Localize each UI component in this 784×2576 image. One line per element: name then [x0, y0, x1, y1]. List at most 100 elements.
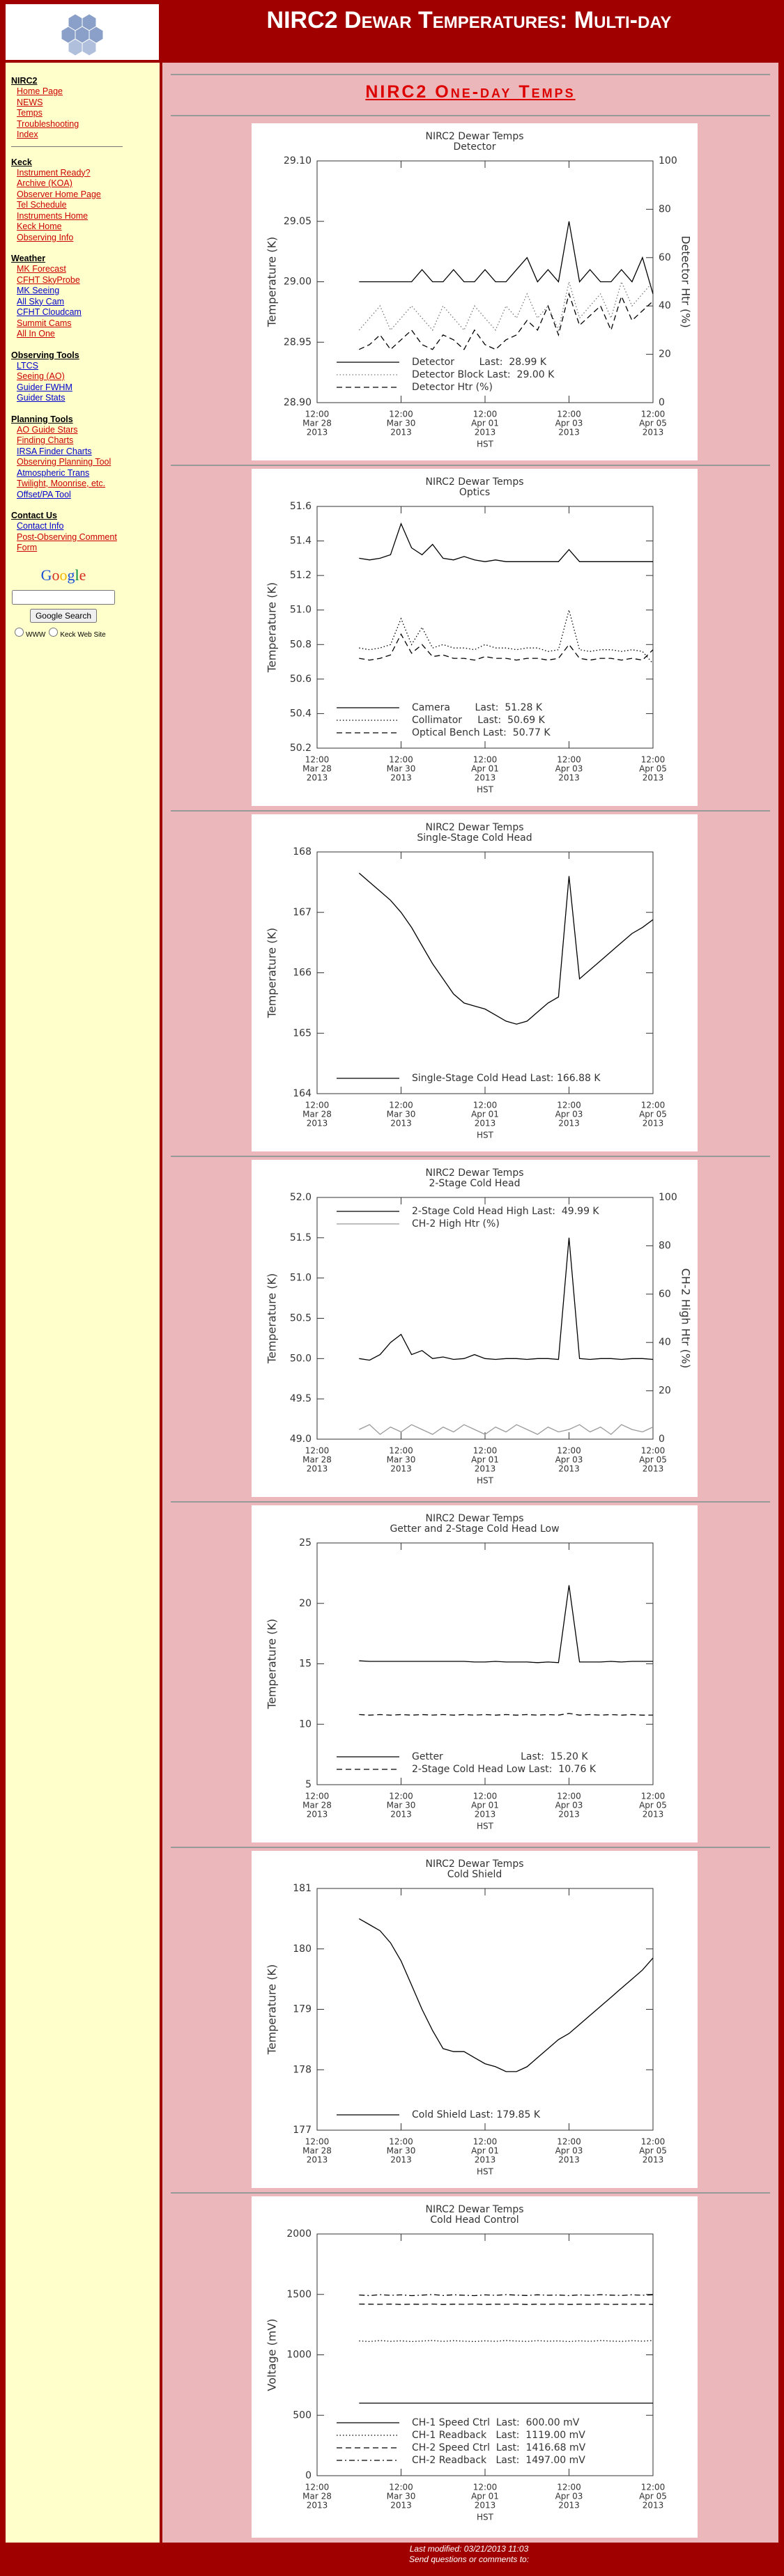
nav-link[interactable]: Archive (KOA)	[17, 178, 72, 188]
y-tick-label: 50.4	[290, 708, 312, 719]
nav-link[interactable]: Finding Charts	[17, 435, 74, 445]
y-tick-label: 10	[299, 1718, 312, 1730]
nav-link[interactable]: IRSA Finder Charts	[17, 446, 92, 456]
nav-link[interactable]: CFHT Cloudcam	[17, 307, 82, 317]
nav-link[interactable]: Observing Planning Tool	[17, 457, 112, 467]
search-box: Google Google Search WWW Keck Web Site	[11, 566, 116, 639]
y-axis-label: Temperature (K)	[266, 582, 279, 673]
nav-link[interactable]: NEWS	[17, 97, 43, 107]
x-tick-date: Apr 03	[555, 1455, 583, 1465]
search-input[interactable]	[12, 589, 115, 605]
nav-link[interactable]: Post-Observing Comment Form	[17, 532, 117, 553]
nav-link[interactable]: Keck Home	[17, 222, 62, 231]
logo[interactable]	[6, 4, 159, 60]
nav-link[interactable]: LTCS	[17, 360, 39, 371]
x-tick-label: 12:00	[641, 755, 666, 765]
x-tick-label: 12:00	[473, 410, 498, 419]
nav-link[interactable]: All Sky Cam	[17, 296, 65, 307]
chart-subtitle: Single-Stage Cold Head	[417, 832, 532, 844]
x-tick-label: 12:00	[305, 2483, 330, 2492]
x-axis-label: HST	[477, 1131, 494, 1140]
legend-label: 2-Stage Cold Head High Last: 49.99 K	[412, 1206, 599, 1217]
y2-axis-label: Detector Htr (%)	[679, 235, 693, 327]
chart-panel: NIRC2 Dewar Temps Detector 28.90 28.95 29.00…	[252, 123, 698, 460]
y-tick-label: 50.0	[290, 1353, 312, 1364]
nav-link[interactable]: Contact Info	[17, 521, 64, 531]
y-tick-label: 28.95	[284, 336, 312, 348]
x-tick-label: 12:00	[641, 410, 666, 419]
chart-title: NIRC2 Dewar Temps	[426, 822, 524, 833]
nav-link[interactable]: Index	[17, 130, 38, 139]
nav-link[interactable]: Summit Cams	[17, 318, 72, 328]
x-tick-year: 2013	[558, 2501, 580, 2511]
x-tick-date: Apr 03	[555, 2492, 583, 2501]
chart-title: NIRC2 Dewar Temps	[426, 476, 524, 488]
x-tick-year: 2013	[558, 2155, 580, 2165]
rule	[171, 115, 770, 116]
y2-axis-label: CH-2 High Htr (%)	[679, 1268, 693, 1369]
nav-link[interactable]: AO Guide Stars	[17, 424, 78, 435]
nav-link[interactable]: Twilight, Moonrise, etc.	[17, 479, 106, 488]
chart-subtitle: Detector	[453, 141, 495, 153]
x-tick-year: 2013	[558, 428, 580, 437]
y-tick-label: 50.5	[290, 1313, 312, 1324]
nav-link[interactable]: MK Seeing	[17, 286, 60, 295]
search-option-label: Keck Web Site	[60, 630, 106, 639]
x-tick-date: Apr 03	[555, 764, 583, 774]
y2-tick-label: 40	[659, 1337, 671, 1348]
x-tick-label: 12:00	[473, 2483, 498, 2492]
nav-link[interactable]: Seeing (AO)	[17, 371, 65, 381]
x-tick-year: 2013	[643, 428, 664, 437]
x-tick-year: 2013	[643, 2155, 664, 2165]
nav-link[interactable]: All In One	[17, 329, 55, 339]
nav-link[interactable]: Guider Stats	[17, 393, 66, 403]
series-line	[359, 2303, 654, 2305]
y-tick-label: 167	[293, 907, 312, 918]
x-tick-year: 2013	[558, 1464, 580, 1474]
nav-link[interactable]: MK Forecast	[17, 264, 66, 274]
x-tick-date: Mar 28	[302, 1455, 332, 1465]
x-tick-date: Apr 01	[471, 2492, 499, 2501]
x-tick-label: 12:00	[473, 755, 498, 765]
nav-link[interactable]: Instruments Home	[17, 210, 89, 221]
x-tick-date: Apr 01	[471, 764, 499, 774]
nav-link[interactable]: Observer Home Page	[17, 189, 101, 199]
contact-note: Send questions or comments to:	[408, 2554, 530, 2564]
legend-label: Detector Block Last: 29.00 K	[412, 369, 555, 380]
x-axis-label: HST	[477, 2167, 494, 2177]
x-axis-label: HST	[477, 1476, 494, 1486]
x-tick-date: Mar 28	[302, 419, 332, 428]
nav-link[interactable]: Temps	[17, 108, 43, 118]
nav-link[interactable]: Guider FWHM	[17, 382, 72, 392]
footer: Last modified: 03/21/2013 11:03 Send que…	[160, 2544, 778, 2565]
x-tick-year: 2013	[558, 773, 580, 783]
nav-link[interactable]: Atmospheric Trans	[17, 467, 90, 478]
chart-panel: NIRC2 Dewar Temps Getter and 2-Stage Cold…	[252, 1505, 698, 1842]
x-tick-date: Mar 28	[302, 1801, 332, 1810]
nav-link[interactable]: Observing Info	[17, 232, 74, 242]
nav-link[interactable]: Tel Schedule	[17, 200, 67, 210]
search-button[interactable]: Google Search	[29, 608, 98, 623]
y-tick-label: 50.2	[290, 743, 312, 754]
nav-link[interactable]: CFHT SkyProbe	[17, 274, 80, 285]
legend-label: Optical Bench Last: 50.77 K	[412, 727, 551, 738]
y-tick-label: 50.8	[290, 639, 312, 650]
x-tick-year: 2013	[390, 428, 412, 437]
legend-label: Camera Last: 51.28 K	[412, 702, 543, 713]
x-tick-label: 12:00	[473, 1792, 498, 1801]
x-tick-label: 12:00	[557, 1446, 581, 1456]
nav-link[interactable]: Home Page	[17, 86, 63, 96]
x-tick-year: 2013	[643, 1464, 664, 1474]
nav-link[interactable]: Instrument Ready?	[17, 167, 91, 178]
y-tick-label: 25	[299, 1537, 312, 1549]
search-radio[interactable]	[49, 627, 59, 637]
search-radio[interactable]	[15, 627, 24, 637]
series-line	[359, 1424, 654, 1435]
search-logo: Google	[40, 566, 86, 584]
nav-link[interactable]: Offset/PA Tool	[17, 489, 71, 499]
nav-link[interactable]: Troubleshooting	[17, 118, 79, 129]
